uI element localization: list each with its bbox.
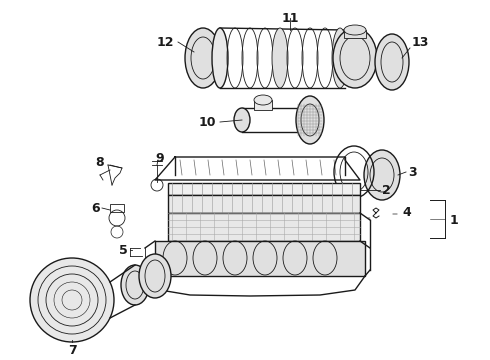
Text: 4: 4 [402, 207, 411, 220]
Ellipse shape [272, 28, 288, 88]
Text: 13: 13 [412, 36, 429, 49]
Ellipse shape [364, 150, 400, 200]
Bar [155, 241, 365, 276]
Ellipse shape [121, 265, 149, 305]
Bar [344, 30, 366, 38]
Ellipse shape [212, 28, 228, 88]
Text: 3: 3 [408, 166, 416, 179]
Text: 1: 1 [450, 213, 459, 226]
Text: 9: 9 [155, 152, 164, 165]
Bar [168, 213, 360, 241]
Bar [110, 204, 124, 212]
Text: 8: 8 [96, 156, 104, 168]
Ellipse shape [344, 25, 366, 35]
Text: 2: 2 [382, 184, 391, 197]
Text: 10: 10 [198, 116, 216, 129]
Ellipse shape [185, 28, 221, 88]
Bar [254, 100, 272, 110]
Text: 6: 6 [91, 202, 100, 215]
Ellipse shape [333, 28, 377, 88]
Text: 7: 7 [68, 344, 76, 357]
Ellipse shape [30, 258, 114, 342]
Text: 5: 5 [119, 243, 128, 256]
Bar [168, 183, 360, 195]
Ellipse shape [296, 96, 324, 144]
Bar [168, 195, 360, 213]
Ellipse shape [375, 34, 409, 90]
Ellipse shape [254, 95, 272, 105]
Text: 12: 12 [156, 36, 174, 49]
Text: 11: 11 [281, 12, 299, 25]
Ellipse shape [139, 254, 171, 298]
Ellipse shape [332, 28, 348, 88]
Ellipse shape [234, 108, 250, 132]
